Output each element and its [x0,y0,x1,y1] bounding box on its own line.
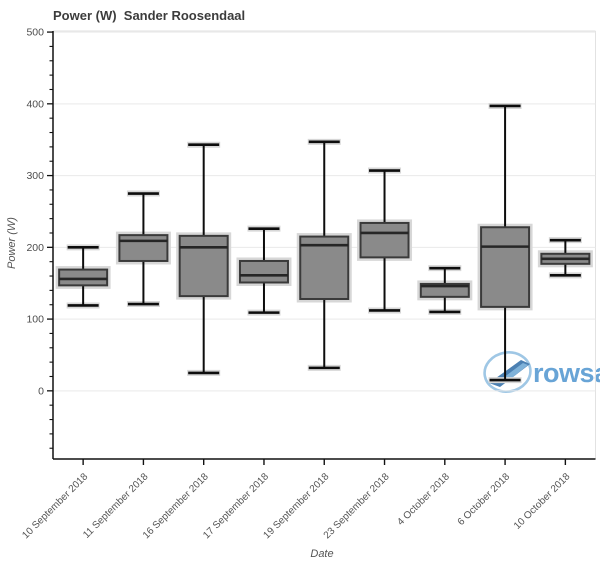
y-tick-label: 0 [38,385,44,397]
y-tick-label: 300 [26,170,44,182]
box-plot[interactable] [537,237,593,279]
x-tick-label: 16 September 2018 [141,471,211,541]
x-tick-label: 17 September 2018 [201,471,271,541]
box-plot[interactable] [357,167,413,314]
y-tick-label: 400 [26,98,44,110]
x-tick-label: 10 September 2018 [20,471,90,541]
y-tick-label: 500 [26,27,44,39]
box-iqr [118,234,169,262]
box-iqr [359,221,410,259]
y-tick-label: 200 [26,242,44,254]
x-tick-label: 4 October 2018 [395,471,452,528]
watermark-text: rowsandall [533,358,600,388]
x-tick-label: 10 October 2018 [512,471,573,532]
box-iqr [178,234,229,298]
x-tick-label: 11 September 2018 [81,471,151,541]
box-plot[interactable] [236,225,292,316]
x-tick-label: 19 September 2018 [261,471,331,541]
x-tick-label: 6 October 2018 [456,471,513,528]
box-plot[interactable] [296,138,352,371]
box-plot[interactable] [477,102,533,384]
box-plot[interactable] [176,141,232,376]
x-tick-label: 23 September 2018 [322,471,392,541]
box-plot[interactable] [115,190,171,308]
y-tick-label: 100 [26,314,44,326]
box-iqr [58,268,109,287]
x-axis-label: Date [310,548,334,560]
box-iqr [299,235,350,300]
box-iqr [238,259,289,284]
logo-swoosh-highlight-icon [503,363,528,381]
chart-title: Power (W) Sander Roosendaal [53,8,246,23]
box-plot[interactable] [417,265,473,315]
box-iqr [480,226,531,308]
watermark-logo: rowsandall [483,348,600,398]
box-plot[interactable] [55,244,111,309]
